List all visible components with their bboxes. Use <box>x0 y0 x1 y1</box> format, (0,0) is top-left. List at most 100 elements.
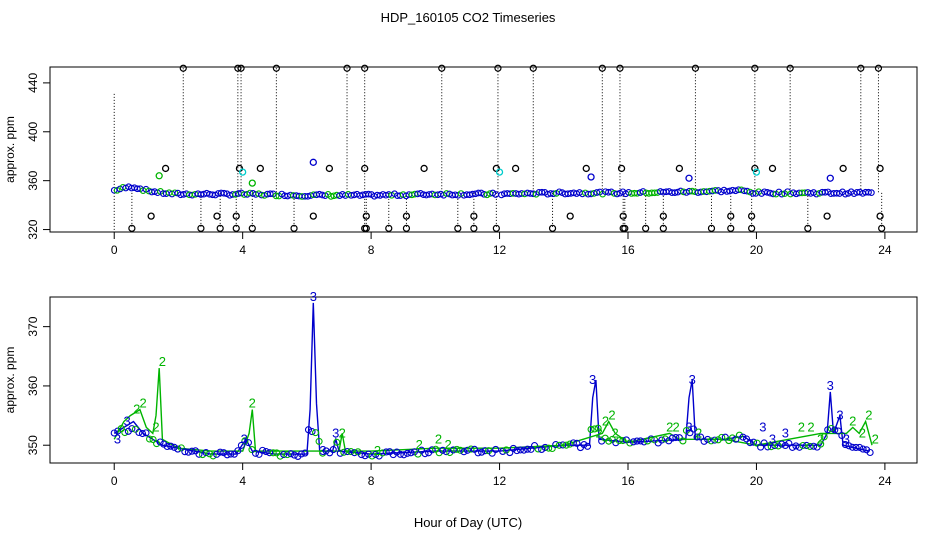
data-point <box>138 429 147 438</box>
data-point <box>750 438 758 446</box>
point-label: 3 <box>310 289 317 304</box>
data-point <box>583 442 592 450</box>
data-point <box>147 212 155 220</box>
outlier-point-high <box>272 64 280 72</box>
data-point <box>675 164 684 173</box>
data-point <box>785 439 793 447</box>
data-point <box>520 446 528 454</box>
data-point <box>760 439 768 447</box>
data-point <box>209 452 217 460</box>
data-point <box>613 190 621 198</box>
point-label: 2 <box>817 431 824 446</box>
data-point <box>272 192 280 200</box>
point-label: 2 <box>859 425 866 440</box>
data-point <box>868 189 875 197</box>
data-point <box>227 450 235 458</box>
outlier-point-low <box>642 224 650 232</box>
point-label: 2 <box>602 414 609 429</box>
data-point <box>516 446 524 454</box>
series-line-green <box>113 368 873 452</box>
data-point <box>403 449 411 457</box>
data-point <box>810 442 818 450</box>
data-point <box>442 448 450 456</box>
data-point <box>160 440 168 448</box>
data-point <box>534 445 542 453</box>
point-label: 3 <box>589 372 596 387</box>
data-point <box>216 448 224 456</box>
data-point <box>659 212 667 220</box>
data-point <box>845 442 853 450</box>
data-point <box>171 189 179 197</box>
data-point <box>297 450 305 458</box>
data-point <box>743 187 751 195</box>
data-point <box>128 425 136 433</box>
y-tick-label: 360 <box>26 376 40 396</box>
point-label: 2 <box>152 419 159 434</box>
data-point <box>188 447 196 455</box>
outlier-point-low <box>707 224 716 232</box>
outlier-point-low <box>385 224 393 232</box>
data-point <box>248 179 256 187</box>
data-point <box>248 446 256 454</box>
data-point <box>751 164 759 173</box>
data-point <box>640 438 648 446</box>
data-point <box>764 188 771 196</box>
data-point <box>876 212 884 220</box>
data-point <box>357 451 366 459</box>
outlier-point-low <box>659 224 667 232</box>
data-point <box>478 448 486 456</box>
point-label: 2 <box>798 419 805 434</box>
data-point <box>110 429 118 437</box>
data-point <box>566 440 574 448</box>
x-tick-label: 12 <box>493 474 507 488</box>
outlier-point-low <box>128 224 136 232</box>
data-point <box>161 164 170 173</box>
data-point <box>174 445 182 453</box>
data-point <box>499 447 507 455</box>
data-point <box>831 426 839 434</box>
data-point <box>541 443 549 451</box>
data-point <box>826 174 834 182</box>
point-label: 3 <box>769 431 776 446</box>
data-point <box>256 164 264 173</box>
y-tick-label: 320 <box>26 219 40 239</box>
data-point <box>382 448 390 456</box>
data-point <box>629 438 638 446</box>
data-point <box>838 431 846 440</box>
data-point <box>747 212 756 220</box>
data-point <box>428 446 436 454</box>
data-point <box>495 168 504 176</box>
data-point <box>700 437 708 445</box>
outlier-point-high <box>751 64 759 72</box>
data-point <box>841 441 849 449</box>
data-point <box>768 164 777 173</box>
data-point <box>749 190 757 197</box>
data-point <box>865 188 872 196</box>
x-tick-label: 20 <box>750 243 764 257</box>
data-point <box>771 441 779 450</box>
outlier-point-high <box>494 64 502 72</box>
outlier-point-high <box>857 64 865 72</box>
data-point <box>742 435 751 443</box>
data-point <box>855 443 864 451</box>
data-point <box>184 448 192 456</box>
data-point <box>619 212 627 220</box>
data-point <box>280 451 288 459</box>
outlier-point-high <box>786 64 794 72</box>
data-point <box>778 190 786 198</box>
data-point <box>142 429 150 437</box>
point-label: 3 <box>782 425 789 440</box>
outlier-point-low <box>454 224 462 232</box>
data-point <box>453 445 461 453</box>
x-axis-label: Hour of Day (UTC) <box>414 515 522 530</box>
data-point <box>842 190 849 198</box>
data-point <box>170 443 178 451</box>
data-point <box>255 450 263 458</box>
data-point <box>693 433 701 441</box>
data-point <box>379 449 387 457</box>
y-tick-label: 400 <box>26 121 40 141</box>
data-point <box>198 451 207 459</box>
outlier-point-high <box>237 64 245 72</box>
data-point <box>792 442 800 450</box>
y-tick-label: 370 <box>26 316 40 336</box>
